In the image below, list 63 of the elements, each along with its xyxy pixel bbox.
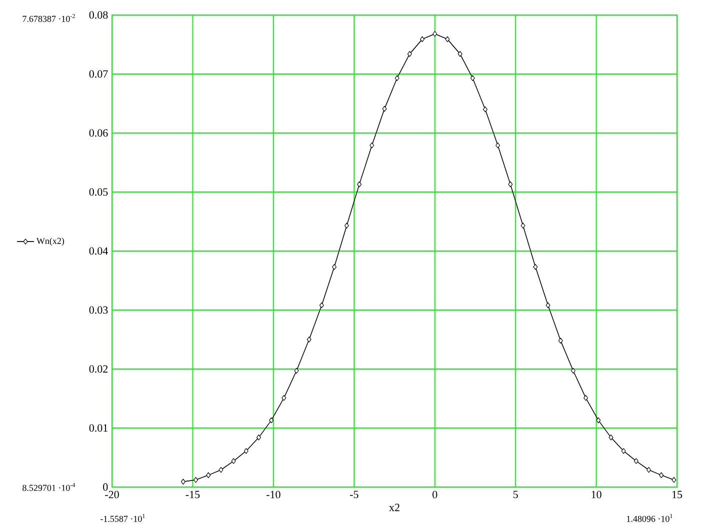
point: [596, 417, 601, 424]
y-tick-label: 0.04: [89, 247, 108, 255]
point: [584, 394, 588, 401]
x-tick-label: 10: [592, 490, 602, 498]
point: [432, 30, 438, 37]
point: [407, 51, 412, 57]
point: [344, 222, 349, 229]
point: [218, 466, 224, 473]
point: [370, 142, 374, 148]
x-tick-label: 5: [513, 490, 518, 498]
point: [570, 368, 576, 374]
text: 7.678387 ·10$^{-2}$: [22, 14, 75, 22]
point: [180, 478, 186, 485]
y-tick-label: 0.03: [89, 306, 108, 314]
point: [194, 477, 198, 483]
point: [558, 338, 563, 344]
point: [382, 106, 387, 112]
point: [546, 302, 550, 308]
y-tick-label: 0: [103, 483, 108, 491]
point: [282, 394, 286, 401]
y-tick-label: 0.06: [89, 129, 108, 137]
point: [231, 458, 236, 464]
y-tick-label: 0.02: [89, 365, 108, 373]
y-tick-label: 0.05: [89, 188, 108, 196]
x-tick-label: -20: [105, 490, 119, 498]
y-tick-label: 0.01: [89, 424, 108, 432]
x-tick-label: 15: [672, 490, 682, 498]
point: [508, 181, 513, 188]
point: [520, 222, 526, 229]
y-tick-label: 0.08: [89, 11, 108, 19]
point: [332, 264, 337, 270]
point: [206, 472, 211, 478]
x-tick-label: -15: [186, 490, 200, 498]
point: [256, 434, 261, 440]
point: [445, 36, 450, 42]
point: [659, 472, 664, 478]
y-tick-label: 0.07: [89, 70, 108, 78]
point: [646, 466, 651, 473]
legend-label: Wn(x2): [36, 238, 64, 246]
point: [634, 458, 638, 464]
text: -1.5587 ·10$^{1}$: [100, 514, 145, 522]
point: [244, 448, 248, 454]
point: [458, 51, 462, 57]
point: [319, 302, 324, 308]
point: [621, 448, 626, 454]
text: 1.48096 ·10$^{1}$: [626, 514, 672, 522]
point: [357, 181, 362, 188]
point: [608, 434, 614, 440]
x-tick-label: -5: [350, 490, 358, 498]
point: [394, 75, 400, 82]
point: [533, 264, 538, 270]
x-tick-label: 0: [432, 490, 438, 498]
point: [672, 477, 676, 483]
point: [306, 336, 312, 342]
point: [294, 368, 299, 374]
text: 8.529701 ·10$^{-4}$: [22, 483, 76, 491]
x-tick-label: -10: [266, 490, 280, 498]
x-axis-title: x2: [389, 504, 400, 512]
point: [496, 142, 500, 148]
point: [470, 75, 475, 82]
point: [420, 36, 425, 42]
point: [482, 106, 488, 112]
point: [269, 417, 274, 424]
